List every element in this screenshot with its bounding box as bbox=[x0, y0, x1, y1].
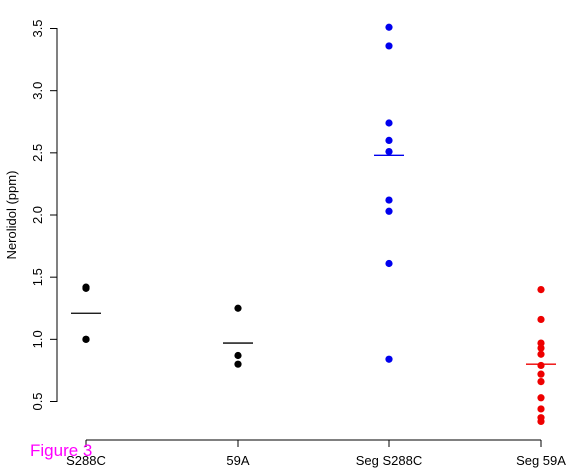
y-tick-label: 2.5 bbox=[30, 144, 45, 162]
data-point bbox=[537, 361, 545, 370]
plot-frame bbox=[56, 28, 541, 441]
y-tick-label: 3.5 bbox=[30, 19, 45, 37]
data-point bbox=[385, 119, 393, 127]
figure-caption: Figure 3 bbox=[30, 441, 92, 461]
data-point bbox=[234, 304, 242, 312]
mean-lines bbox=[71, 154, 556, 365]
data-point bbox=[385, 355, 393, 363]
data-point bbox=[385, 147, 393, 156]
data-point bbox=[537, 370, 545, 378]
y-axis-ticks: 0.5 1.0 1.5 2.0 2.5 3.0 3.5 bbox=[30, 19, 57, 411]
y-tick-label: 2.0 bbox=[30, 206, 45, 224]
y-axis-title: Nerolidol (ppm) bbox=[4, 171, 19, 260]
data-point bbox=[537, 378, 545, 386]
data-point bbox=[385, 259, 393, 268]
y-tick-label: 0.5 bbox=[30, 392, 45, 410]
data-point bbox=[385, 207, 393, 215]
data-point bbox=[537, 344, 545, 352]
x-tick-label: 59A bbox=[226, 453, 249, 468]
x-tick-label: Seg S288C bbox=[356, 453, 423, 468]
data-point bbox=[234, 351, 242, 360]
data-point bbox=[82, 335, 90, 343]
y-tick-label: 3.0 bbox=[30, 82, 45, 100]
y-tick-label: 1.0 bbox=[30, 330, 45, 348]
data-point bbox=[537, 286, 545, 294]
data-point bbox=[82, 283, 90, 291]
data-point bbox=[537, 339, 545, 347]
x-tick-label: Seg 59A bbox=[516, 453, 566, 468]
data-point bbox=[385, 136, 393, 145]
data-point bbox=[234, 360, 242, 368]
data-point bbox=[537, 405, 545, 413]
x-axis-ticks: S288C 59A Seg S288C Seg 59A bbox=[66, 440, 566, 468]
data-points bbox=[82, 23, 545, 425]
data-point bbox=[385, 196, 393, 204]
data-point bbox=[385, 42, 393, 50]
caption-text: Figure 3 bbox=[30, 441, 93, 460]
data-point bbox=[537, 394, 545, 402]
data-point bbox=[537, 315, 545, 324]
y-tick-label: 1.5 bbox=[30, 268, 45, 286]
data-point bbox=[537, 350, 545, 358]
data-point bbox=[537, 417, 545, 425]
x-tick-label: S288C bbox=[66, 453, 106, 468]
data-point bbox=[385, 23, 393, 31]
